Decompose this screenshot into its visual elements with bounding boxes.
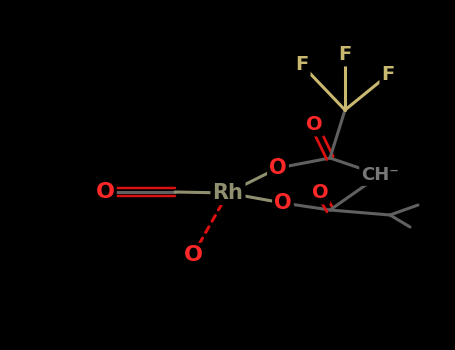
- Text: CH⁻: CH⁻: [361, 166, 399, 184]
- Text: F: F: [381, 65, 394, 84]
- Text: O: O: [96, 182, 115, 202]
- Text: O: O: [312, 183, 329, 203]
- Text: O: O: [183, 245, 202, 265]
- Text: Rh: Rh: [212, 183, 243, 203]
- Text: F: F: [295, 56, 308, 75]
- Text: O: O: [274, 193, 292, 213]
- Text: F: F: [339, 46, 352, 64]
- Text: O: O: [306, 116, 322, 134]
- Text: O: O: [269, 158, 287, 178]
